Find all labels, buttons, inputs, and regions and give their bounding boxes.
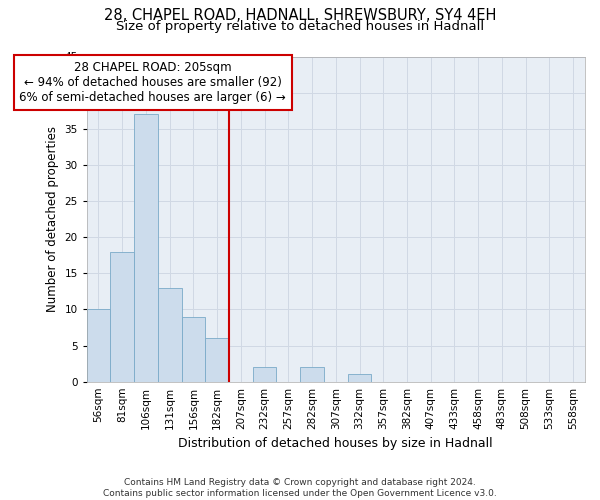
Text: Size of property relative to detached houses in Hadnall: Size of property relative to detached ho…: [116, 20, 484, 33]
Text: 28 CHAPEL ROAD: 205sqm
← 94% of detached houses are smaller (92)
6% of semi-deta: 28 CHAPEL ROAD: 205sqm ← 94% of detached…: [19, 62, 286, 104]
Bar: [86, 310, 110, 382]
Bar: [347, 374, 371, 382]
Bar: [300, 367, 324, 382]
Bar: [158, 288, 182, 382]
Y-axis label: Number of detached properties: Number of detached properties: [46, 126, 59, 312]
Bar: [134, 114, 158, 382]
Bar: [253, 367, 277, 382]
Bar: [182, 316, 205, 382]
X-axis label: Distribution of detached houses by size in Hadnall: Distribution of detached houses by size …: [178, 437, 493, 450]
Bar: [110, 252, 134, 382]
Bar: [205, 338, 229, 382]
Text: 28, CHAPEL ROAD, HADNALL, SHREWSBURY, SY4 4EH: 28, CHAPEL ROAD, HADNALL, SHREWSBURY, SY…: [104, 8, 496, 22]
Text: Contains HM Land Registry data © Crown copyright and database right 2024.
Contai: Contains HM Land Registry data © Crown c…: [103, 478, 497, 498]
